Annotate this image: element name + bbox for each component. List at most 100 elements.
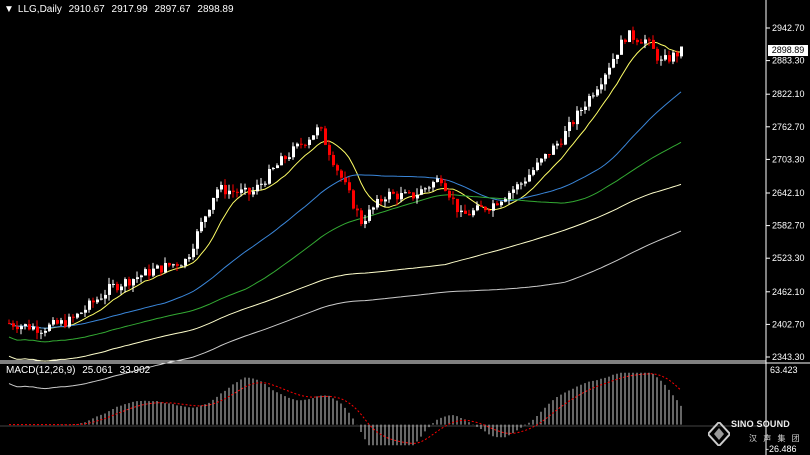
candle-body — [304, 144, 307, 146]
candle-body — [116, 283, 119, 291]
candle-body — [404, 192, 407, 194]
candle-body — [544, 154, 547, 159]
candle-body — [604, 74, 607, 85]
candle-body — [588, 96, 591, 107]
candle-body — [192, 248, 195, 258]
moving-averages — [8, 41, 682, 390]
candle-body — [52, 319, 55, 325]
candle-body — [676, 52, 679, 57]
macd-main-value: 25.061 — [82, 365, 113, 376]
candle-body — [96, 299, 99, 303]
candle-body — [108, 283, 111, 295]
candle-body — [224, 184, 227, 195]
candle-body — [212, 197, 215, 210]
candle-body — [36, 326, 39, 333]
candle-body — [364, 220, 367, 225]
candle-body — [556, 143, 559, 146]
candle-body — [16, 326, 19, 330]
macd-axis-bottom: -26.486 — [766, 444, 797, 454]
candle-body — [256, 184, 259, 192]
candle-body — [240, 189, 243, 193]
candle-body — [200, 221, 203, 232]
candle-body — [216, 189, 219, 198]
candle-body — [260, 183, 263, 185]
candle-body — [432, 182, 435, 188]
candle-body — [316, 127, 319, 136]
candle-body — [12, 323, 15, 327]
candle-body — [608, 67, 611, 75]
open-value: 2910.67 — [68, 4, 105, 15]
candle-body — [372, 207, 375, 210]
candle-body — [84, 309, 87, 313]
macd-header: MACD(12,26,9) 25.061 33.902 — [6, 365, 154, 376]
candle-body — [252, 191, 255, 195]
candle-body — [520, 183, 523, 185]
candle-body — [408, 192, 411, 194]
candle-body — [548, 154, 551, 156]
price-axis-label: 2523.30 — [772, 253, 805, 263]
candle-body — [72, 316, 75, 318]
candle-body — [48, 324, 51, 331]
macd-signal-line — [9, 373, 682, 445]
price-axis-label: 2582.70 — [772, 221, 805, 231]
candle-body — [528, 174, 531, 182]
candle-body — [172, 264, 175, 266]
candle-body — [552, 145, 555, 155]
candle-body — [300, 143, 303, 145]
candle-body — [428, 187, 431, 189]
candle-body — [464, 210, 467, 214]
candle-body — [244, 187, 247, 190]
candle-body — [388, 191, 391, 200]
candle-body — [380, 198, 383, 202]
candle-body — [592, 95, 595, 97]
logo-mark-icon — [708, 422, 730, 446]
triangle-down-icon[interactable]: ▼ — [4, 4, 14, 15]
candle-body — [412, 192, 415, 199]
candle-body — [268, 169, 271, 184]
candle-body — [32, 326, 35, 330]
close-value: 2898.89 — [197, 4, 234, 15]
candle-body — [644, 39, 647, 44]
candle-body — [332, 154, 335, 166]
candle-body — [492, 203, 495, 211]
price-axis-label: 2762.70 — [772, 122, 805, 132]
candle-body — [452, 197, 455, 199]
candle-body — [296, 143, 299, 147]
candle-body — [516, 184, 519, 190]
logo-sub: 汉 声 集 团 — [749, 434, 802, 443]
candle-body — [500, 201, 503, 206]
candle-body — [384, 199, 387, 202]
candle-body — [248, 187, 251, 195]
candle-body — [168, 262, 171, 266]
candle-body — [456, 198, 459, 213]
candle-body — [276, 165, 279, 169]
candle-body — [512, 189, 515, 193]
candle-body — [56, 319, 59, 324]
candle-body — [632, 30, 635, 40]
candle-body — [400, 193, 403, 200]
candle-body — [532, 170, 535, 175]
candle-body — [176, 264, 179, 266]
candle-body — [580, 110, 583, 112]
price-axis-label: 2402.70 — [772, 319, 805, 329]
price-axis-label: 2462.10 — [772, 287, 805, 297]
candle-body — [616, 54, 619, 59]
candle-body — [340, 170, 343, 178]
candle-body — [80, 312, 83, 314]
candle-body — [488, 210, 491, 212]
candle-body — [396, 193, 399, 200]
candle-body — [328, 144, 331, 155]
macd-label: MACD(12,26,9) — [6, 365, 76, 376]
candle-body — [324, 128, 327, 145]
candle-body — [308, 139, 311, 145]
candle-body — [44, 330, 47, 333]
candle-body — [576, 110, 579, 125]
candle-body — [504, 199, 507, 202]
candle-body — [24, 324, 27, 327]
candle-body — [288, 157, 291, 159]
candle-body — [376, 198, 379, 208]
ma-slow-line — [8, 141, 682, 343]
candle-body — [76, 313, 79, 318]
